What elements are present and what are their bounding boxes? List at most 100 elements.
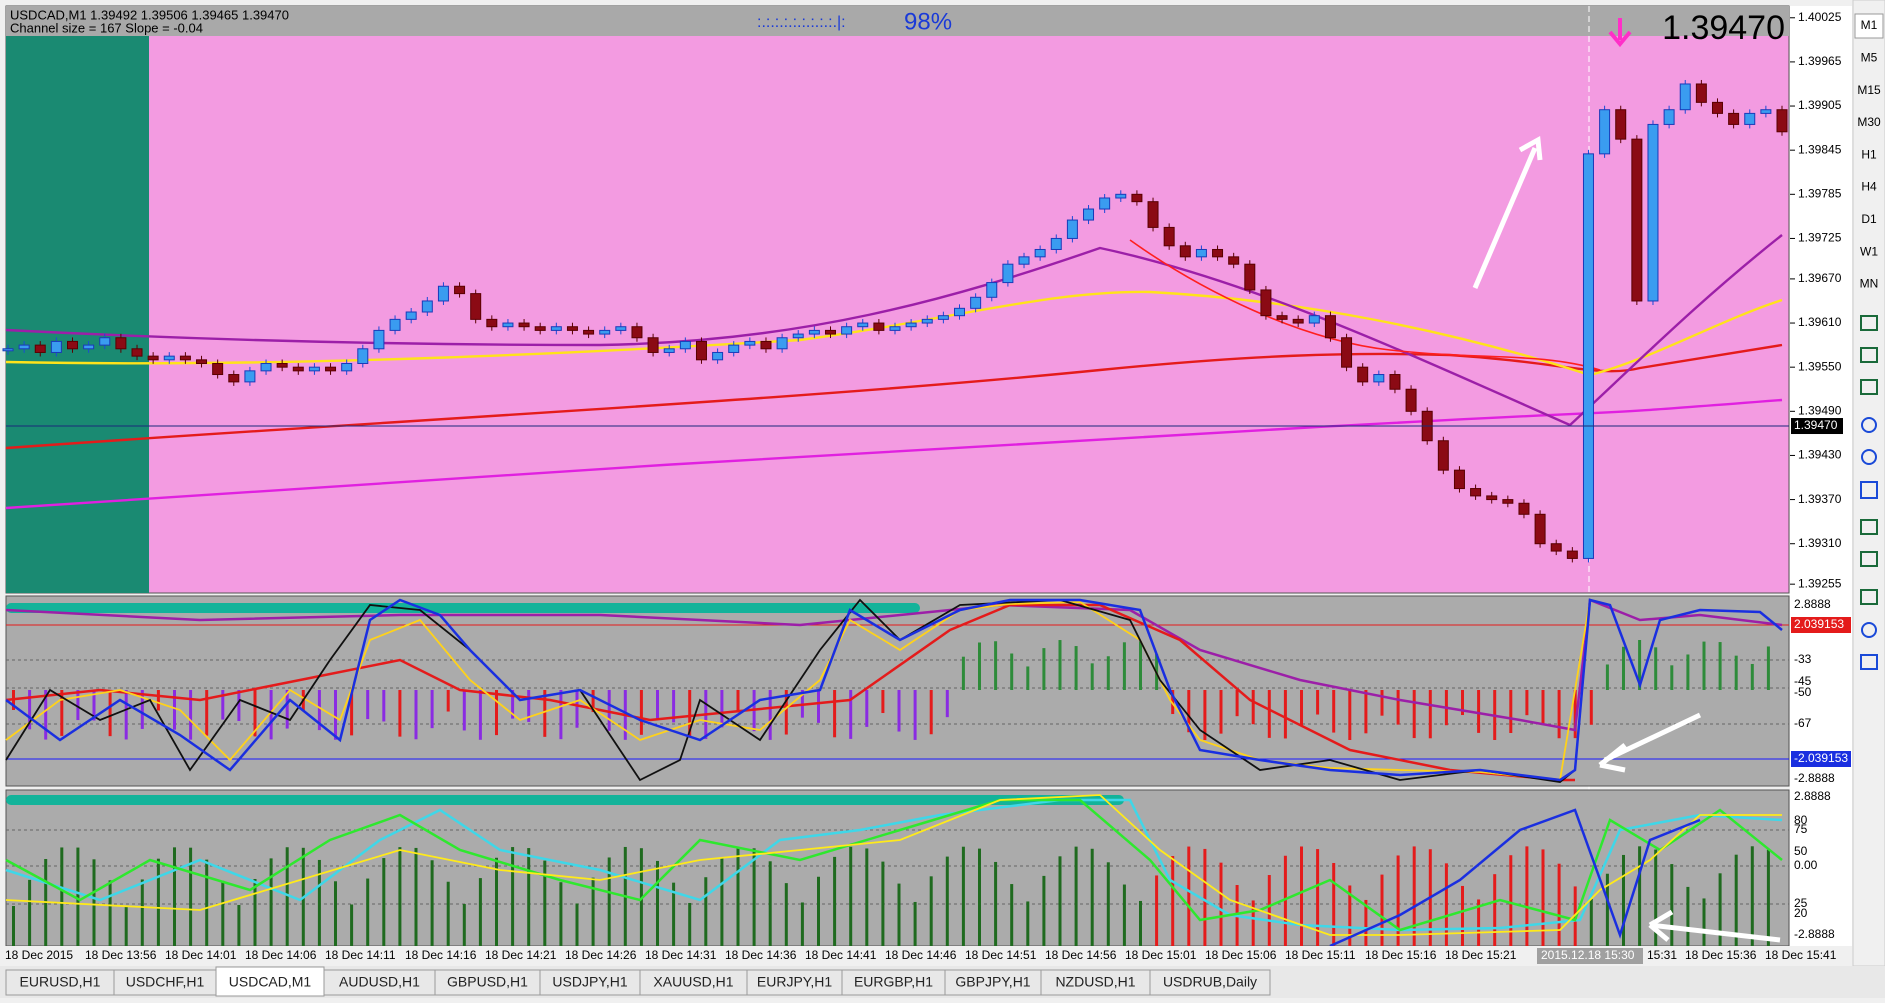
hist-bar: [961, 846, 965, 946]
hist-bar: [1622, 646, 1625, 690]
candle: [518, 322, 530, 328]
hist-bar: [1106, 862, 1110, 946]
tab[interactable]: [841, 969, 946, 996]
trend-bar-2: [6, 795, 1124, 805]
indicator-label: -2.8888: [1794, 927, 1835, 941]
hist-bar: [60, 847, 64, 946]
hist-bar: [1702, 898, 1706, 946]
hist-bar: [285, 847, 289, 946]
hist-bar: [1283, 855, 1287, 946]
hist-bar: [1718, 642, 1722, 690]
tab[interactable]: [944, 969, 1042, 996]
hist-bar: [221, 880, 225, 946]
timeframe-button[interactable]: [1855, 143, 1883, 168]
candle: [1679, 83, 1691, 111]
hist-bar: [1122, 642, 1126, 690]
candle: [228, 374, 240, 383]
hist-bar: [1364, 899, 1368, 946]
y-tick-label: 1.39905: [1798, 98, 1842, 112]
candle: [921, 318, 933, 324]
hist-bar: [1428, 690, 1432, 739]
hist-bar: [124, 905, 128, 946]
hist-bar: [994, 641, 998, 690]
hist-bar: [1332, 690, 1336, 733]
candle: [1083, 208, 1095, 221]
hist-bar: [1509, 855, 1513, 946]
timeframe-button[interactable]: [1855, 110, 1883, 135]
time-label: 18 Dec 15:41: [1765, 948, 1837, 962]
hist-bar: [672, 882, 676, 946]
timeframe-button[interactable]: [1855, 175, 1883, 200]
tabs: EURUSD,H1 USDCHF,H1 USDCAD,M1 AUDUSD,H1 GBPU…: [5, 966, 1271, 997]
candle: [34, 344, 46, 353]
candle: [1599, 109, 1611, 155]
hist-bar: [1251, 690, 1255, 725]
hist-bar: [575, 690, 579, 728]
candle: [857, 322, 869, 328]
tab[interactable]: [5, 969, 115, 996]
hist-bar: [688, 902, 692, 946]
candle: [1486, 495, 1498, 501]
timeframe-button[interactable]: [1855, 207, 1883, 232]
tab[interactable]: [539, 969, 641, 996]
hist-bar: [1622, 854, 1625, 946]
candle: [1373, 374, 1385, 383]
hist-bar: [398, 847, 402, 946]
hist-bar: [1686, 654, 1690, 690]
candle: [147, 355, 159, 361]
hist-bar: [60, 690, 64, 736]
timeframe-button[interactable]: [1854, 13, 1884, 39]
candle: [566, 326, 578, 331]
tab[interactable]: [215, 966, 325, 997]
timeframe-button[interactable]: [1855, 46, 1883, 71]
hist-bar: [446, 881, 450, 946]
candle: [1711, 101, 1723, 114]
hist-bar: [1026, 901, 1030, 946]
hist-bar: [897, 883, 901, 946]
timeframe-button[interactable]: [1855, 240, 1883, 265]
candle: [1115, 193, 1127, 199]
y-tick-label: 1.39255: [1798, 576, 1842, 590]
timeframe-button[interactable]: [1855, 272, 1883, 297]
annotation-arrow: [1648, 909, 1781, 943]
hist-bar: [527, 848, 531, 946]
candle: [1002, 263, 1014, 284]
tab[interactable]: [1040, 969, 1151, 996]
tab[interactable]: [746, 969, 843, 996]
candle: [1550, 543, 1562, 552]
candle: [776, 337, 788, 350]
tab-label: NZDUSD,H1: [1055, 974, 1135, 990]
tab-label: EURUSD,H1: [20, 974, 101, 990]
hist-bar: [1444, 863, 1448, 946]
time-label: 18 Dec 14:06: [245, 948, 317, 962]
time-label: 18 Dec 15:06: [1205, 948, 1277, 962]
hist-bar: [1638, 640, 1642, 690]
tab[interactable]: [639, 969, 748, 996]
candle: [534, 326, 546, 331]
candle: [1050, 237, 1062, 250]
candle: [1453, 469, 1465, 490]
y-tick-label: 1.39845: [1798, 142, 1842, 156]
hist-bar: [1605, 664, 1609, 690]
candle: [695, 340, 707, 361]
hist-bar: [575, 903, 579, 946]
candle: [196, 359, 208, 364]
hist-bar: [929, 690, 933, 735]
tab[interactable]: [434, 969, 541, 996]
candle: [341, 362, 353, 372]
candle: [437, 285, 449, 302]
hist-bar: [1686, 886, 1690, 946]
hist-bar: [1010, 653, 1014, 690]
candle: [1760, 109, 1772, 114]
icon: [1861, 622, 1877, 638]
price-marker: [1791, 418, 1843, 435]
hist-bar: [28, 879, 32, 946]
candle: [1470, 488, 1482, 497]
hist-bar: [1348, 885, 1352, 946]
indicator-label: 75: [1794, 822, 1808, 836]
hist-bar: [478, 690, 482, 740]
tab[interactable]: [1149, 969, 1271, 996]
timeframe-button[interactable]: [1855, 78, 1883, 103]
candle: [889, 326, 901, 331]
hist-bar: [1541, 690, 1545, 726]
